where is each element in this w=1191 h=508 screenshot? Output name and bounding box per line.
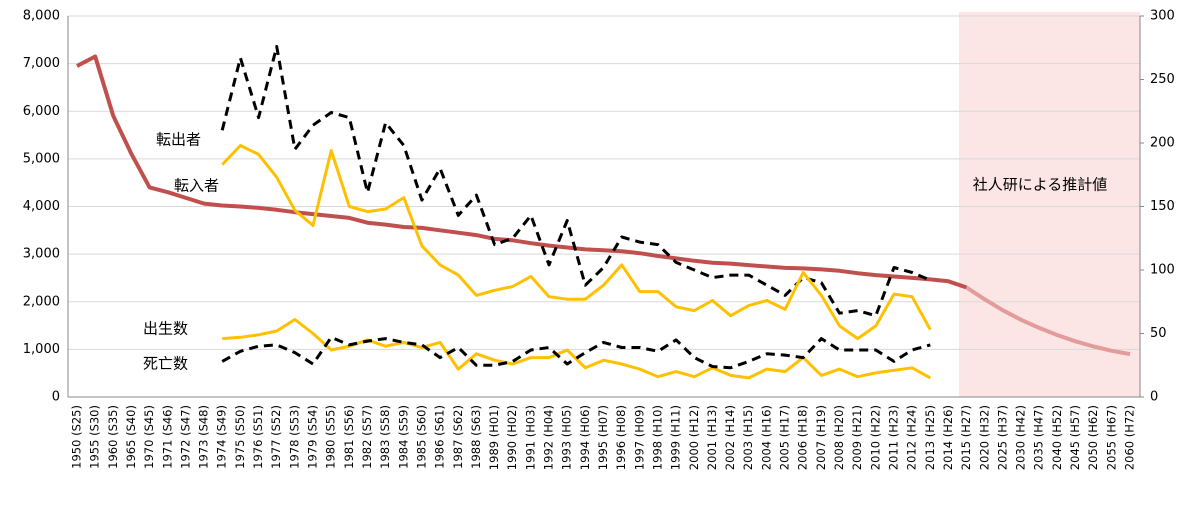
series-line [221,335,931,370]
x-tick-label: 1972 (S47) [178,405,192,469]
y2-tick-label: 50 [1150,326,1167,341]
y-tick-label: 1,000 [23,342,60,357]
x-tick-label: 1992 (H04) [542,405,556,470]
series-line [220,45,931,318]
x-tick-label: 2055 (H67) [1104,405,1118,470]
x-tick-label: 2011 (H23) [886,405,900,470]
x-tick-label: 1989 (H01) [487,405,501,470]
x-tick-label: 2000 (H12) [687,405,701,470]
x-tick-label: 1950 (S25) [70,405,84,469]
x-tick-label: 2020 (H32) [977,405,991,470]
x-tick-label: 2014 (H26) [941,405,955,470]
x-tick-label: 1960 (S35) [106,405,120,469]
x-tick-label: 2009 (H21) [850,405,864,470]
x-tick-label: 1999 (H11) [669,405,683,470]
series-line [221,144,932,341]
x-tick-label: 2004 (H16) [759,405,773,470]
series-label: 転出者 [156,131,201,149]
y-tick-label: 7,000 [23,56,60,71]
y-tick-label: 0 [52,390,60,405]
x-tick-label: 2045 (H57) [1068,405,1082,470]
x-tick-label: 1974 (S49) [215,405,229,469]
x-tick-label: 1991 (H03) [523,405,537,470]
x-tick-label: 1979 (S54) [306,405,320,469]
x-tick-label: 1973 (S48) [197,405,211,469]
x-tick-label: 1975 (S50) [233,405,247,469]
x-tick-label: 2012 (H24) [905,405,919,470]
y-tick-label: 8,000 [23,9,60,24]
x-tick-label: 2060 (H72) [1123,405,1137,470]
y-tick-label: 6,000 [23,104,60,119]
y2-tick-label: 200 [1150,136,1175,151]
x-tick-label: 2040 (H52) [1050,405,1064,470]
y-tick-label: 5,000 [23,151,60,166]
x-tick-label: 2003 (H15) [741,405,755,470]
x-tick-label: 2035 (H47) [1032,405,1046,470]
projection-label: 社人研による推計値 [973,176,1108,194]
y-tick-label: 2,000 [23,294,60,309]
x-tick-label: 1994 (H06) [578,405,592,470]
x-tick-label: 1981 (S56) [342,405,356,469]
x-tick-label: 2010 (H22) [868,405,882,470]
x-tick-label: 1987 (S62) [451,405,465,469]
x-tick-label: 2006 (H18) [796,405,810,470]
series-line [222,318,932,380]
x-tick-label: 1970 (S45) [142,405,156,469]
y2-tick-label: 100 [1150,263,1175,278]
x-tick-label: 1955 (S30) [88,405,102,469]
series-label: 出生数 [143,320,188,338]
x-tick-label: 2002 (H14) [723,405,737,470]
y-tick-label: 4,000 [23,199,60,214]
x-tick-label: 2030 (H42) [1014,405,1028,470]
x-tick-label: 2008 (H20) [832,405,846,470]
x-tick-label: 1965 (S40) [124,405,138,469]
x-tick-label: 1986 (S61) [433,405,447,469]
x-tick-label: 1980 (S55) [324,405,338,469]
x-tick-label: 2005 (H17) [778,405,792,470]
x-tick-label: 2015 (H27) [959,405,973,470]
series-label: 転入者 [174,177,219,195]
x-tick-label: 2050 (H62) [1086,405,1100,470]
series-line [76,54,968,290]
x-tick-label: 1988 (S63) [469,405,483,469]
y-tick-label: 3,000 [23,247,60,262]
x-tick-label: 1990 (H02) [505,405,519,470]
x-tick-label: 1971 (S46) [160,405,174,469]
x-tick-label: 2007 (H19) [814,405,828,470]
x-tick-label: 1983 (S58) [378,405,392,469]
y2-tick-label: 250 [1150,72,1175,87]
x-tick-label: 1978 (S53) [287,405,301,469]
x-tick-label: 1977 (S52) [269,405,283,469]
x-tick-label: 1993 (H05) [560,405,574,470]
y2-tick-label: 150 [1150,199,1175,214]
projection-shade [959,12,1140,397]
x-tick-label: 1985 (S60) [414,405,428,469]
x-tick-label: 2001 (H13) [705,405,719,470]
x-tick-label: 1982 (S57) [360,405,374,469]
y2-tick-label: 300 [1150,9,1175,24]
x-tick-label: 2013 (H25) [923,405,937,470]
x-tick-label: 2025 (H37) [995,405,1009,470]
x-tick-label: 1996 (H08) [614,405,628,470]
x-tick-label: 1998 (H10) [650,405,664,470]
x-tick-label: 1995 (H07) [596,405,610,470]
x-tick-label: 1984 (S59) [396,405,410,469]
series-line [965,285,1131,357]
x-tick-label: 1976 (S51) [251,405,265,469]
x-tick-label: 1997 (H09) [632,405,646,470]
y2-tick-label: 0 [1150,390,1158,405]
series-label: 死亡数 [143,355,188,373]
